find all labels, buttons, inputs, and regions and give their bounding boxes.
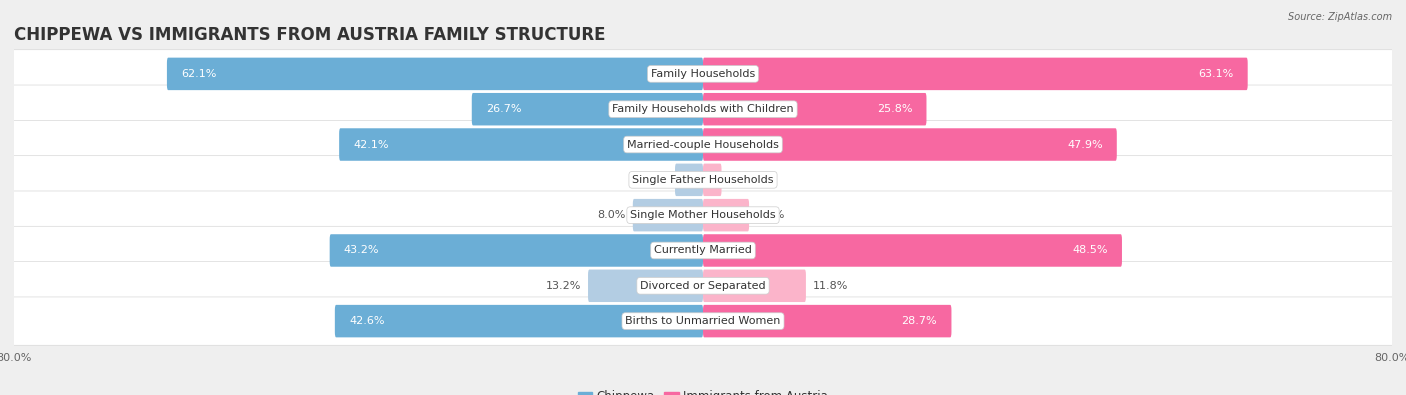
- Text: 63.1%: 63.1%: [1198, 69, 1233, 79]
- FancyBboxPatch shape: [329, 234, 703, 267]
- FancyBboxPatch shape: [703, 234, 1122, 267]
- Text: Family Households with Children: Family Households with Children: [612, 104, 794, 114]
- FancyBboxPatch shape: [8, 261, 1398, 310]
- Text: Married-couple Households: Married-couple Households: [627, 139, 779, 150]
- FancyBboxPatch shape: [8, 156, 1398, 204]
- FancyBboxPatch shape: [335, 305, 703, 337]
- Text: Births to Unmarried Women: Births to Unmarried Women: [626, 316, 780, 326]
- FancyBboxPatch shape: [167, 58, 703, 90]
- FancyBboxPatch shape: [472, 93, 703, 126]
- FancyBboxPatch shape: [703, 93, 927, 126]
- FancyBboxPatch shape: [703, 58, 1247, 90]
- FancyBboxPatch shape: [703, 199, 749, 231]
- FancyBboxPatch shape: [8, 120, 1398, 169]
- Text: Single Father Households: Single Father Households: [633, 175, 773, 185]
- FancyBboxPatch shape: [8, 50, 1398, 98]
- Text: Source: ZipAtlas.com: Source: ZipAtlas.com: [1288, 12, 1392, 22]
- Text: 48.5%: 48.5%: [1073, 245, 1108, 256]
- Text: 13.2%: 13.2%: [546, 281, 581, 291]
- FancyBboxPatch shape: [8, 85, 1398, 134]
- FancyBboxPatch shape: [588, 269, 703, 302]
- FancyBboxPatch shape: [8, 226, 1398, 275]
- Text: 8.0%: 8.0%: [598, 210, 626, 220]
- Text: 62.1%: 62.1%: [181, 69, 217, 79]
- Text: 11.8%: 11.8%: [813, 281, 849, 291]
- Text: Divorced or Separated: Divorced or Separated: [640, 281, 766, 291]
- Text: 28.7%: 28.7%: [901, 316, 938, 326]
- Text: Currently Married: Currently Married: [654, 245, 752, 256]
- Text: 26.7%: 26.7%: [486, 104, 522, 114]
- Legend: Chippewa, Immigrants from Austria: Chippewa, Immigrants from Austria: [574, 385, 832, 395]
- FancyBboxPatch shape: [339, 128, 703, 161]
- Text: 47.9%: 47.9%: [1067, 139, 1102, 150]
- FancyBboxPatch shape: [703, 128, 1116, 161]
- Text: Single Mother Households: Single Mother Households: [630, 210, 776, 220]
- FancyBboxPatch shape: [703, 164, 721, 196]
- Text: 3.1%: 3.1%: [640, 175, 668, 185]
- Text: 43.2%: 43.2%: [344, 245, 380, 256]
- Text: 42.1%: 42.1%: [353, 139, 389, 150]
- Text: 5.2%: 5.2%: [756, 210, 785, 220]
- Text: 42.6%: 42.6%: [349, 316, 385, 326]
- Text: Family Households: Family Households: [651, 69, 755, 79]
- FancyBboxPatch shape: [8, 297, 1398, 345]
- FancyBboxPatch shape: [633, 199, 703, 231]
- FancyBboxPatch shape: [8, 191, 1398, 239]
- FancyBboxPatch shape: [703, 269, 806, 302]
- FancyBboxPatch shape: [703, 305, 952, 337]
- Text: CHIPPEWA VS IMMIGRANTS FROM AUSTRIA FAMILY STRUCTURE: CHIPPEWA VS IMMIGRANTS FROM AUSTRIA FAMI…: [14, 26, 606, 44]
- FancyBboxPatch shape: [675, 164, 703, 196]
- Text: 2.0%: 2.0%: [728, 175, 758, 185]
- Text: 25.8%: 25.8%: [877, 104, 912, 114]
